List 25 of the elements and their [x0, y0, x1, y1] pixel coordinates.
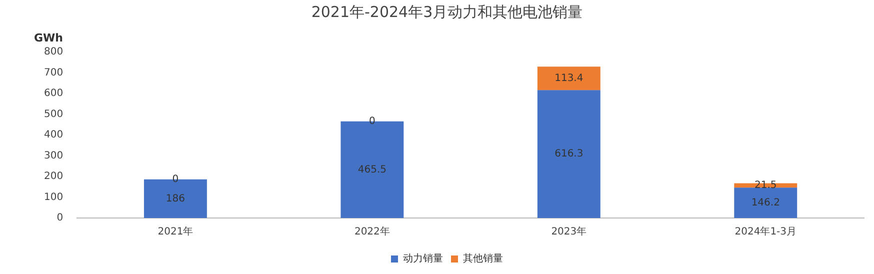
y-tick-label: 200 [44, 171, 64, 182]
chart-title: 2021年-2024年3月动力和其他电池销量 [311, 2, 583, 21]
data-label: 113.4 [554, 72, 584, 84]
data-label: 186 [166, 193, 185, 204]
data-label: 146.2 [751, 197, 780, 208]
y-tick-label: 700 [44, 67, 64, 78]
x-tick-label: 2023年 [551, 226, 587, 238]
x-tick-label: 2024年1-3月 [734, 226, 797, 238]
data-label: 465.5 [358, 164, 386, 176]
bar [537, 90, 600, 218]
bar [734, 188, 798, 218]
data-label: 616.3 [554, 148, 584, 160]
y-tick-label: 600 [44, 88, 64, 100]
y-axis-title: GWh [34, 31, 63, 44]
legend-label: 动力销量 [403, 252, 443, 265]
legend-label: 其他销量 [463, 252, 503, 265]
x-tick-label: 2021年 [158, 226, 194, 238]
y-tick-label: 100 [44, 192, 64, 203]
y-tick-label: 800 [44, 46, 64, 58]
y-tick-label: 300 [44, 150, 64, 162]
bar [537, 66, 600, 90]
x-tick-label: 2022年 [354, 226, 390, 238]
y-tick-label: 500 [44, 108, 64, 120]
y-tick-label: 400 [44, 130, 64, 141]
y-tick-label: 0 [56, 212, 64, 224]
